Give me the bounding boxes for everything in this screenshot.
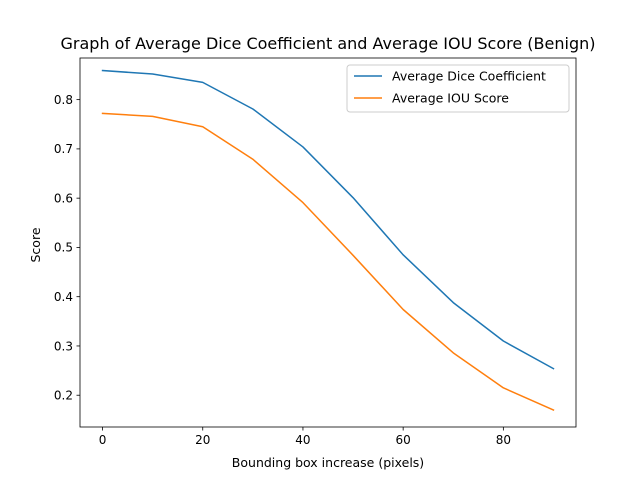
x-tick-label: 20 <box>195 433 210 447</box>
legend-label: Average Dice Coefficient <box>392 69 546 84</box>
plot-area: 0 20 40 60 80 0.2 0.3 0.4 0.5 0.6 0.7 0.8 <box>54 57 577 447</box>
y-tick-label: 0.5 <box>54 241 73 255</box>
x-tick-label: 0 <box>99 433 107 447</box>
y-tick-label: 0.7 <box>54 142 73 156</box>
y-tick-label: 0.4 <box>54 290 73 304</box>
y-tick-label: 0.2 <box>54 389 73 403</box>
series-line-iou <box>101 112 555 411</box>
chart-title: Graph of Average Dice Coefficient and Av… <box>61 34 596 53</box>
x-axis-label: Bounding box increase (pixels) <box>232 455 424 470</box>
x-tick-label: 80 <box>496 433 511 447</box>
y-axis-label: Score <box>28 227 43 262</box>
x-tick-label: 60 <box>396 433 411 447</box>
legend-box <box>346 64 570 113</box>
legend: Average Dice Coefficient Average IOU Scor… <box>346 64 570 113</box>
legend-label: Average IOU Score <box>392 91 509 106</box>
plot-frame <box>79 57 577 428</box>
y-tick-label: 0.8 <box>54 93 73 107</box>
series-line-dice <box>101 69 555 370</box>
x-tick-label: 40 <box>295 433 310 447</box>
y-tick-label: 0.3 <box>54 339 73 353</box>
y-tick-label: 0.6 <box>54 191 73 205</box>
